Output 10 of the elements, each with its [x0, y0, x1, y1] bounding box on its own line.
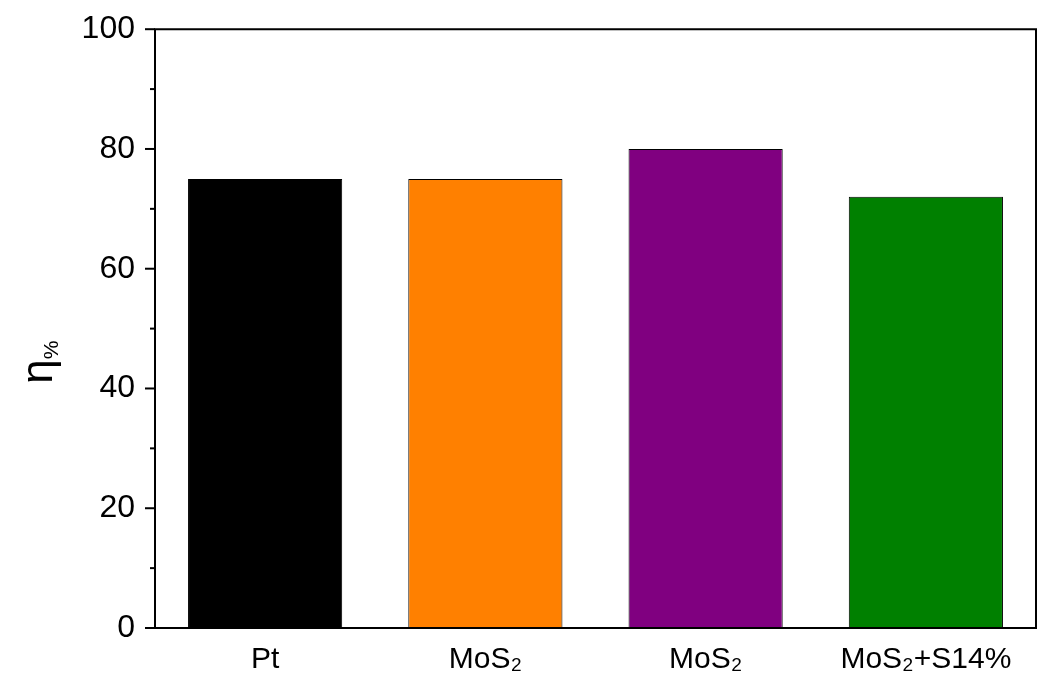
- x-tick-label: MoS₂: [448, 641, 523, 675]
- y-tick-label: 80: [99, 128, 135, 165]
- y-tick-label: 0: [117, 607, 135, 644]
- x-tick-label: MoS₂+S14%: [840, 641, 1012, 675]
- x-tick-label: MoS₂: [668, 641, 743, 675]
- y-tick-label: 20: [99, 488, 135, 525]
- y-tick-label: 40: [99, 368, 135, 405]
- y-tick-label: 100: [81, 9, 135, 46]
- y-tick-label: 60: [99, 248, 135, 285]
- x-tick-label: Pt: [250, 641, 280, 675]
